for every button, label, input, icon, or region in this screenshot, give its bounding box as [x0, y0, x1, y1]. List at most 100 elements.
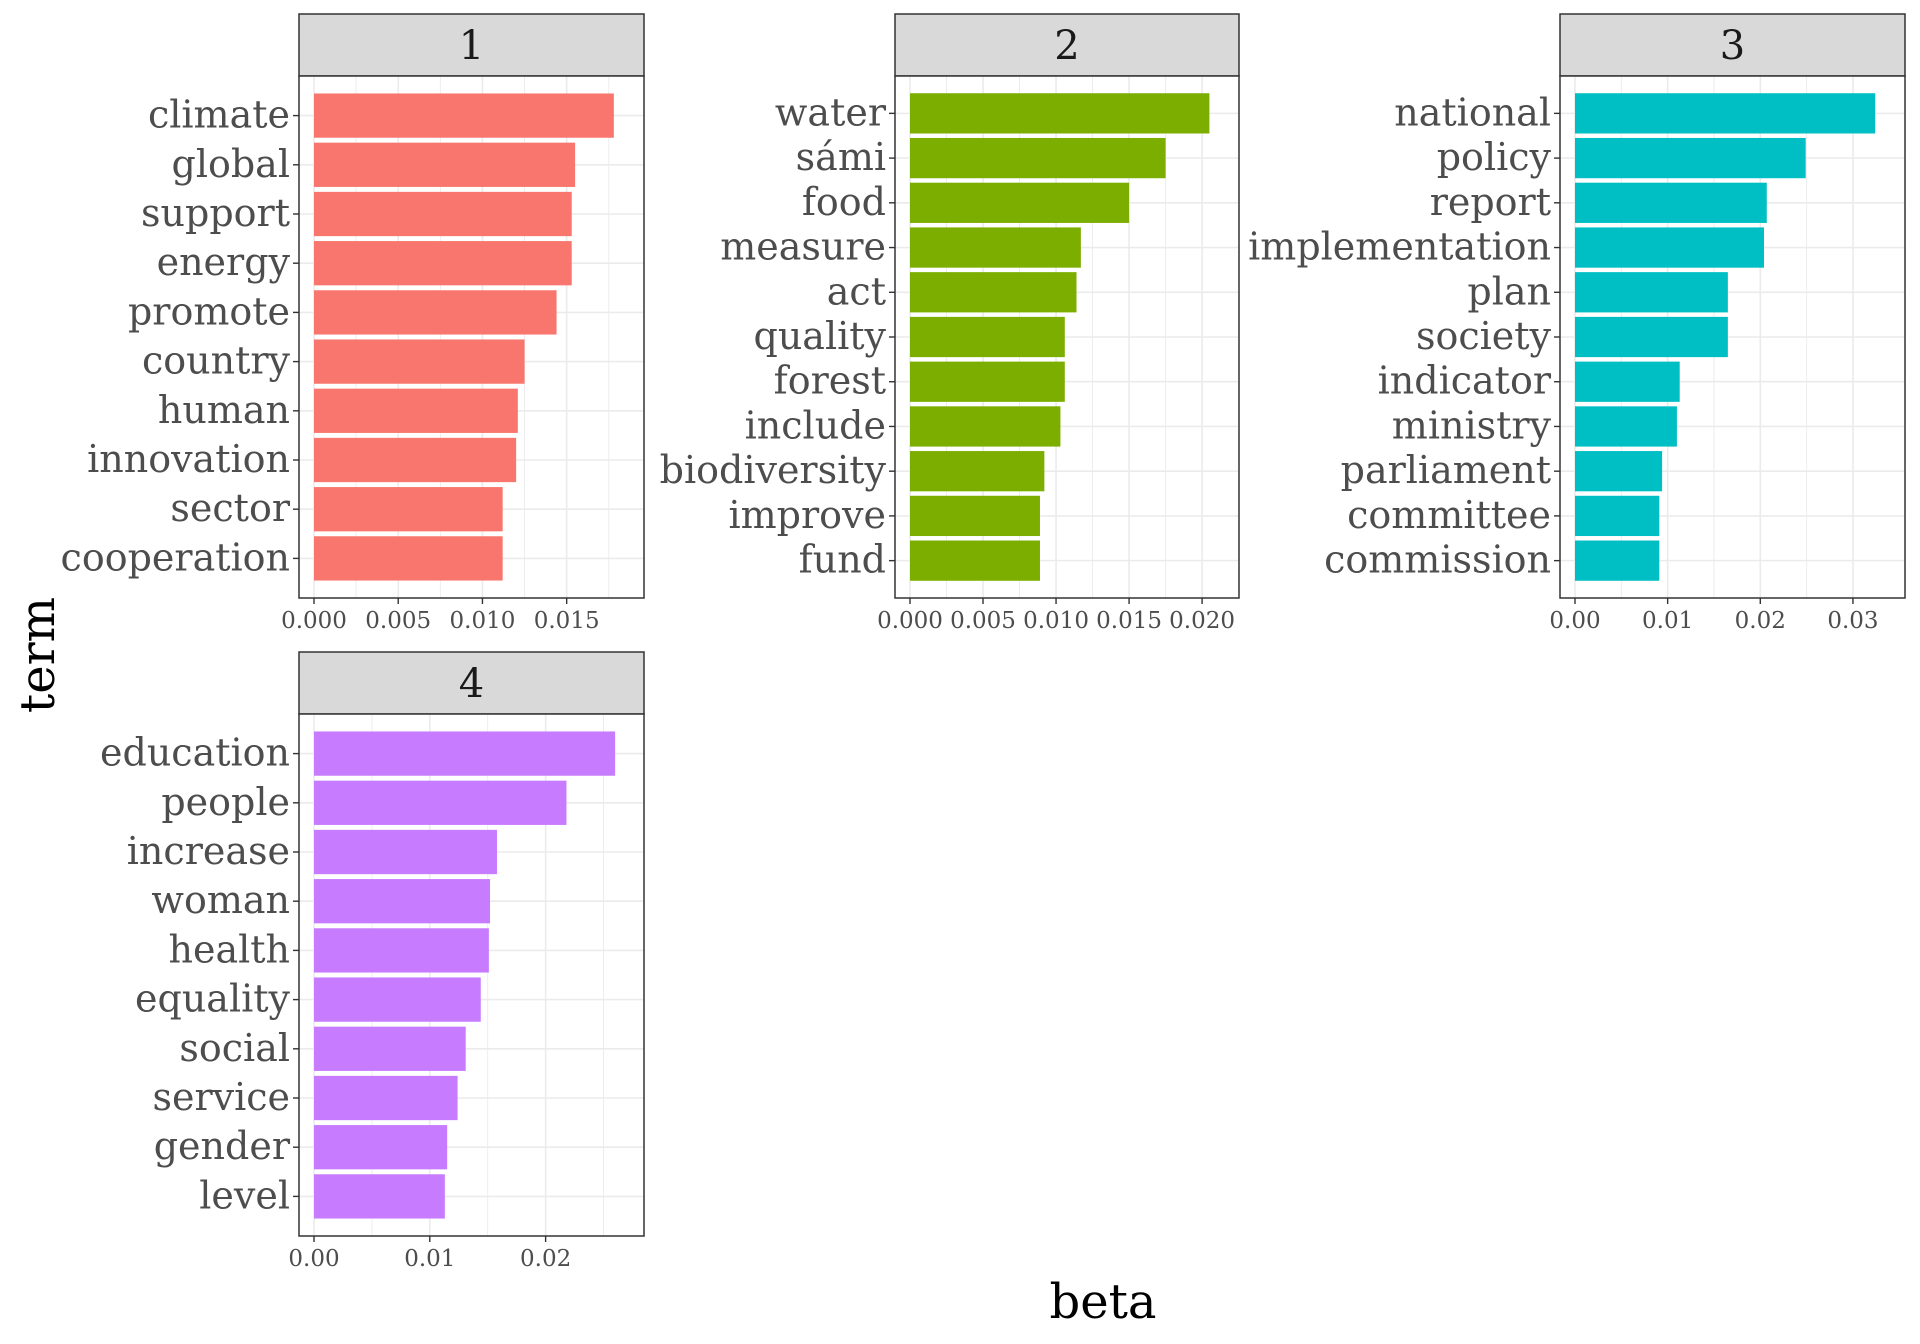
bar-support [314, 191, 572, 237]
x-tick-label: 0.015 [534, 608, 600, 634]
facet-strip [298, 651, 645, 715]
bar-commission [1575, 540, 1660, 581]
term-label: global [172, 142, 291, 186]
bar-ministry [1575, 406, 1677, 447]
term-label: equality [135, 977, 291, 1021]
term-label: commission [1324, 538, 1551, 582]
term-label: social [179, 1026, 290, 1070]
facet-title: 4 [459, 661, 484, 707]
bar-quality [910, 316, 1065, 358]
facet-panel-2: 2 watersámifoodmeasureactqualityforestinc… [660, 13, 1240, 634]
term-label: sámi [796, 135, 886, 179]
bar-implementation [1575, 227, 1764, 268]
bar-equality [314, 977, 481, 1022]
term-label: woman [151, 878, 290, 922]
term-label: level [199, 1173, 290, 1217]
term-label: cooperation [61, 535, 290, 579]
bar-level [314, 1174, 445, 1219]
bar-improve [910, 495, 1040, 537]
term-label: society [1416, 314, 1552, 358]
x-tick-label: 0.010 [450, 608, 516, 634]
x-tick-label: 0.01 [404, 1246, 455, 1272]
term-label: improve [728, 493, 886, 537]
bar-country [314, 339, 525, 384]
term-label: plan [1467, 269, 1551, 313]
x-tick-label: 0.015 [1096, 608, 1162, 634]
bar-sámi [910, 137, 1166, 179]
bar-society [1575, 316, 1728, 358]
bar-water [910, 93, 1210, 134]
term-label: climate [148, 93, 290, 137]
term-label: forest [774, 359, 886, 403]
x-tick-label: 0.02 [520, 1246, 571, 1272]
term-label: parliament [1341, 448, 1551, 492]
bar-climate [314, 93, 614, 138]
bar-indicator [1575, 361, 1680, 402]
facet-strip [1559, 13, 1906, 77]
bar-people [314, 780, 567, 825]
bar-global [314, 142, 576, 187]
term-label: education [100, 731, 290, 775]
panel-border [894, 75, 1240, 599]
facet-panel-3: 3 nationalpolicyreportimplementationplans… [1248, 13, 1906, 634]
bar-include [910, 406, 1061, 447]
term-label: people [161, 780, 290, 824]
x-tick-label: 0.01 [1642, 608, 1693, 634]
bar-promote [314, 290, 557, 335]
x-tick-label: 0.02 [1735, 608, 1786, 634]
x-tick-label: 0.000 [877, 608, 943, 634]
term-label: service [152, 1075, 290, 1119]
term-label: increase [127, 829, 290, 873]
bar-measure [910, 227, 1081, 268]
panel-border [298, 75, 645, 599]
bar-energy [314, 241, 572, 286]
facet-title: 2 [1054, 23, 1079, 69]
bar-committee [1575, 495, 1660, 537]
term-label: water [775, 90, 887, 134]
x-tick-label: 0.005 [365, 608, 431, 634]
term-label: implementation [1248, 225, 1551, 269]
bar-fund [910, 540, 1040, 581]
term-label: human [158, 388, 290, 432]
facet-panels: 1 climate global support energy promote countr… [61, 13, 1906, 1272]
x-tick-label: 0.020 [1169, 608, 1235, 634]
term-label: food [802, 180, 886, 224]
facet-panel-1: 1 climate global support energy promote countr… [61, 13, 645, 634]
x-tick-label: 0.010 [1023, 608, 1089, 634]
term-label: country [142, 339, 291, 383]
bar-woman [314, 879, 491, 924]
term-label: quality [754, 314, 887, 358]
x-tick-label: 0.000 [281, 608, 347, 634]
facet-title: 1 [459, 23, 484, 69]
panel-border [298, 713, 645, 1237]
term-label: innovation [87, 437, 290, 481]
bar-innovation [314, 437, 517, 483]
term-label: fund [799, 538, 886, 582]
bar-gender [314, 1125, 448, 1170]
x-axis-title: beta [1049, 1274, 1156, 1330]
term-label: support [141, 191, 290, 235]
term-label: report [1430, 180, 1551, 224]
bar-social [314, 1026, 466, 1071]
term-label: include [745, 403, 886, 447]
bar-plan [1575, 272, 1728, 313]
term-label: national [1394, 90, 1551, 134]
panel-border [1559, 75, 1906, 599]
term-label: gender [154, 1124, 291, 1168]
bar-human [314, 388, 518, 433]
bar-parliament [1575, 451, 1663, 492]
term-label: health [168, 927, 290, 971]
term-label: ministry [1392, 403, 1552, 447]
term-label: committee [1347, 493, 1551, 537]
bar-service [314, 1075, 458, 1121]
bar-education [314, 731, 616, 776]
bar-sector [314, 487, 503, 532]
bar-health [314, 928, 489, 973]
facet-title: 3 [1720, 23, 1745, 69]
term-label: promote [128, 289, 290, 333]
y-axis-title: term [10, 597, 66, 713]
x-tick-label: 0.005 [950, 608, 1016, 634]
term-label: policy [1437, 135, 1552, 179]
facet-strip [298, 13, 645, 77]
